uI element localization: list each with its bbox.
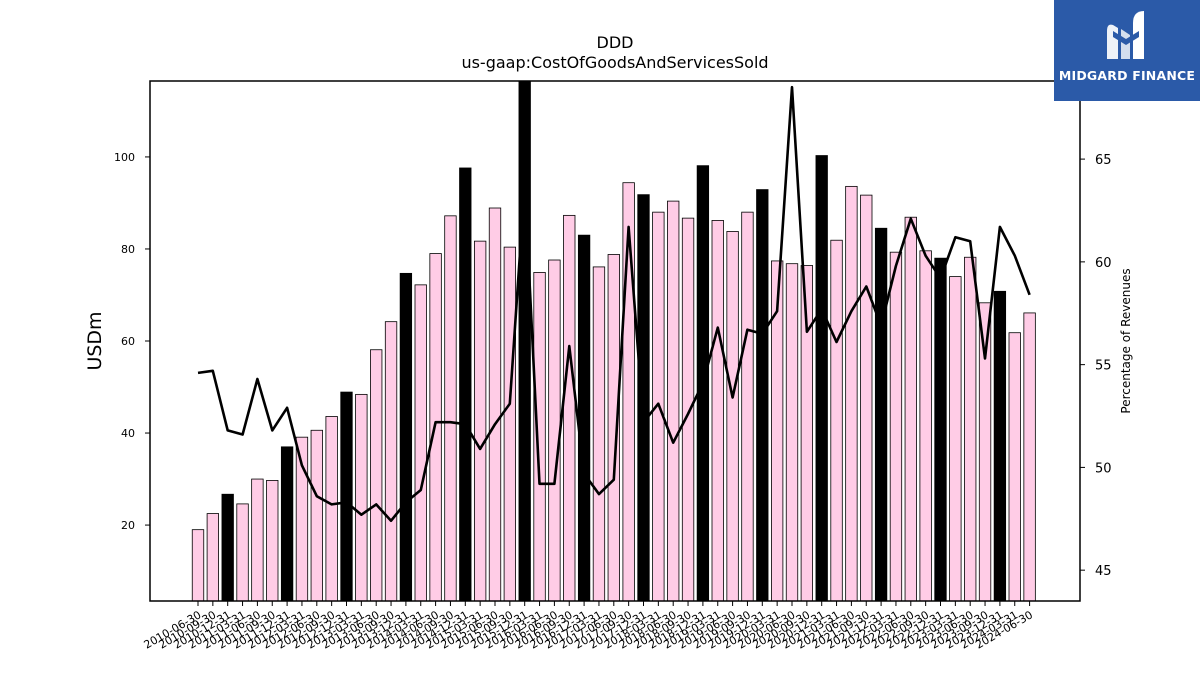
bar: [874, 227, 888, 602]
bar: [414, 284, 427, 602]
bar: [815, 155, 828, 602]
bar: [993, 290, 1007, 602]
ratio-line: [197, 85, 1031, 523]
y2-tick-label: 50: [1095, 461, 1112, 476]
bar: [845, 185, 858, 602]
bar: [251, 478, 264, 602]
midgard-logo-icon: [1107, 11, 1144, 60]
y2-tick-label: 45: [1095, 564, 1112, 579]
bar: [503, 246, 517, 602]
y2-tick-label: 55: [1095, 359, 1112, 374]
bar: [340, 391, 353, 602]
y2-axis-label: Percentage of Revenues: [1119, 268, 1133, 413]
y2-tick-label: 65: [1095, 153, 1112, 168]
bar-series: [191, 80, 1036, 602]
bar: [399, 272, 413, 602]
brand-name: MIDGARD FINANCE: [1058, 68, 1196, 83]
bar: [860, 194, 873, 602]
y-axis-label: USDm: [84, 311, 106, 370]
y-tick-label: 100: [114, 151, 135, 164]
bar: [236, 503, 249, 602]
bar: [563, 214, 576, 602]
axes: 2040608010045505560652010-06-302010-09-3…: [114, 80, 1112, 652]
bar: [964, 256, 977, 602]
bar: [919, 250, 932, 602]
bar: [577, 234, 591, 602]
bar: [355, 393, 368, 602]
bar: [637, 194, 650, 602]
bar: [384, 321, 398, 602]
bar: [518, 80, 531, 602]
bar: [592, 266, 606, 602]
bar: [533, 272, 546, 602]
bar: [949, 276, 962, 602]
bar: [726, 231, 739, 602]
bar: [741, 211, 754, 602]
bar: [548, 259, 561, 602]
y-tick-label: 20: [121, 519, 135, 532]
bar: [1023, 312, 1036, 602]
bar: [473, 240, 487, 602]
bar: [711, 220, 724, 602]
ratio-line-series: [197, 85, 1031, 523]
bar: [667, 200, 680, 602]
bar: [904, 216, 917, 602]
y2-tick-label: 60: [1095, 256, 1112, 271]
y-tick-label: 40: [121, 427, 135, 440]
bar: [756, 189, 769, 602]
bar: [1008, 332, 1021, 602]
bar: [206, 513, 220, 602]
bar: [934, 257, 947, 602]
chart-title: DDD: [597, 33, 634, 52]
bar: [488, 207, 502, 602]
bar: [370, 349, 383, 602]
bar: [266, 480, 279, 602]
bar: [280, 446, 294, 602]
bar: [325, 416, 338, 602]
brand-logo: MIDGARD FINANCE: [1054, 0, 1200, 101]
bar: [889, 251, 903, 602]
bar: [681, 217, 695, 602]
bar: [191, 529, 205, 602]
chart-subtitle: us-gaap:CostOfGoodsAndServicesSold: [461, 53, 768, 72]
bar: [221, 493, 234, 602]
bar: [310, 429, 323, 602]
bar: [459, 167, 472, 602]
bar: [444, 215, 457, 602]
y-tick-label: 80: [121, 243, 135, 256]
bar: [785, 263, 799, 602]
y-tick-label: 60: [121, 335, 135, 348]
bar: [830, 239, 843, 602]
